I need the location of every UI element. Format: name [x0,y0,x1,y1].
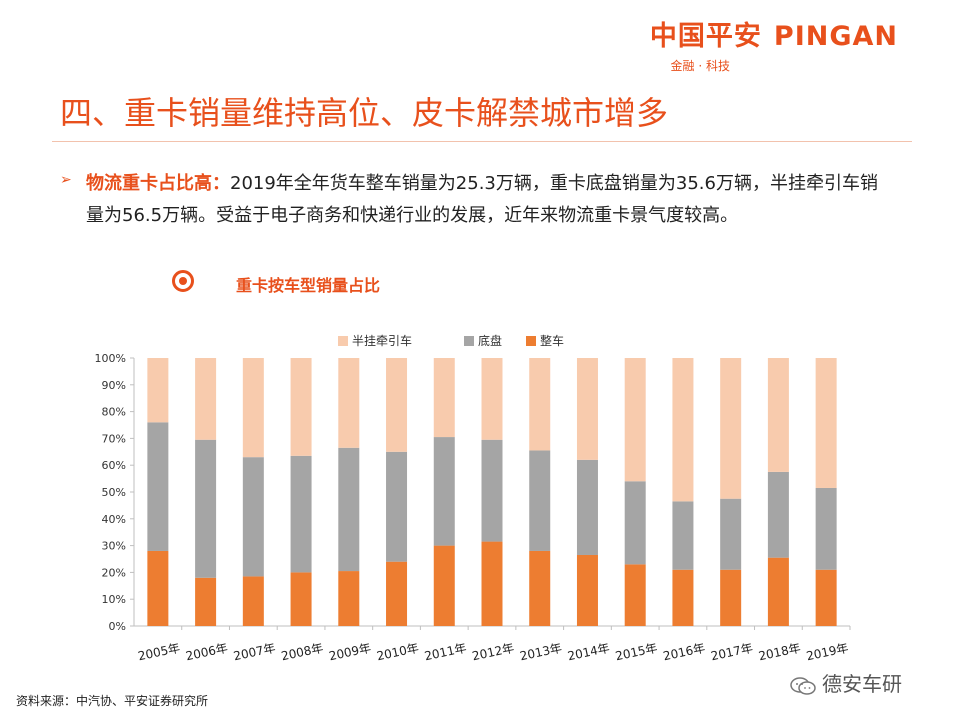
bar-segment [290,358,312,456]
bar-segment [767,557,789,626]
y-tick-label: 90% [102,379,126,392]
x-tick-label: 2016年 [662,641,707,664]
bar-segment [338,447,360,572]
x-tick-label: 2019年 [805,641,850,664]
bar-segment [720,569,742,626]
watermark: 德安车研 [790,668,902,697]
bar-segment [624,481,646,565]
bar-segment [529,450,551,551]
bar-segment [433,437,455,546]
logo-cn: 中国平安 [649,21,762,52]
bar-segment [767,471,789,558]
logo-en: PINGAN [773,21,898,52]
y-tick-label: 0% [109,620,126,633]
bar-segment [195,358,217,440]
y-tick-label: 100% [95,352,126,365]
bar-segment [242,358,264,458]
x-tick-label: 2013年 [519,641,564,664]
y-tick-label: 60% [102,459,126,472]
chevron-right-icon: ➢ [60,172,72,188]
bar-segment [576,459,598,555]
bar-segment [147,550,169,626]
bar-segment [386,561,408,626]
bar-segment [576,554,598,626]
legend-label: 半挂牵引车 [352,333,412,348]
y-tick-label: 10% [102,593,126,606]
bar-segment [815,358,837,488]
bullet-point: ➢ 物流重卡占比高：2019年全年货车整车销量为25.3万辆，重卡底盘销量为35… [60,168,880,232]
bar-segment [290,572,312,626]
bar-segment [481,541,503,626]
logo-tagline: 金融 · 科技 [670,59,730,73]
bar-segment [576,358,598,460]
bar-segment [720,358,742,499]
x-tick-label: 2015年 [614,641,659,664]
bar-segment [147,358,169,423]
y-tick-label: 50% [102,486,126,499]
bar-segment [720,498,742,570]
legend-swatch [338,336,348,346]
bar-segment [624,564,646,626]
bar-segment [481,358,503,440]
x-tick-label: 2014年 [566,641,611,664]
bar-segment [242,576,264,626]
x-tick-label: 2006年 [185,641,230,664]
legend-swatch [526,336,536,346]
legend-swatch [464,336,474,346]
bar-segment [529,550,551,626]
source-note: 资料来源：中汽协、平安证券研究所 [16,694,209,708]
bar-segment [433,358,455,438]
bar-segment [672,569,694,626]
bar-segment [624,358,646,482]
bar-segment [147,422,169,551]
legend-label: 整车 [540,333,564,348]
bar-segment [195,439,217,578]
bar-segment [815,487,837,570]
bar-segment [481,439,503,542]
bar-segment [338,571,360,626]
pingan-logo: 中国平安 PINGAN 金融 · 科技 [650,14,898,74]
y-tick-label: 80% [102,406,126,419]
bar-segment [767,358,789,472]
x-tick-label: 2011年 [423,641,468,664]
bar-segment [672,358,694,502]
bar-segment [529,358,551,451]
logo-text: 中国平安 PINGAN [650,14,898,53]
bar-segment [290,455,312,573]
x-tick-label: 2009年 [328,641,373,664]
watermark-text: 德安车研 [822,672,902,696]
bullet-lead: 物流重卡占比高： [86,173,230,194]
x-tick-label: 2018年 [757,641,802,664]
wechat-icon [790,676,816,695]
page-title: 四、重卡销量维持高位、皮卡解禁城市增多 [60,94,669,132]
target-icon [172,270,194,292]
bar-segment [386,451,408,562]
bar-segment [386,358,408,452]
x-tick-label: 2005年 [137,641,182,664]
x-tick-label: 2007年 [232,641,277,664]
bar-segment [433,545,455,626]
x-tick-label: 2008年 [280,641,325,664]
chart-heading-text: 重卡按车型销量占比 [236,276,381,295]
bullet-paragraph: 物流重卡占比高：2019年全年货车整车销量为25.3万辆，重卡底盘销量为35.6… [86,168,880,232]
y-tick-label: 20% [102,566,126,579]
bar-segment [242,457,264,577]
bar-segment [195,577,217,626]
bullet-body: 2019年全年货车整车销量为25.3万辆，重卡底盘销量为35.6万辆，半挂牵引车… [86,173,878,226]
bar-segment [672,501,694,570]
x-tick-label: 2012年 [471,641,516,664]
y-tick-label: 70% [102,432,126,445]
bar-segment [338,358,360,448]
y-tick-label: 40% [102,513,126,526]
legend-label: 底盘 [478,333,502,348]
x-tick-label: 2010年 [375,641,420,664]
y-tick-label: 30% [102,540,126,553]
bar-segment [815,569,837,626]
title-divider [52,141,912,142]
x-tick-label: 2017年 [710,641,755,664]
